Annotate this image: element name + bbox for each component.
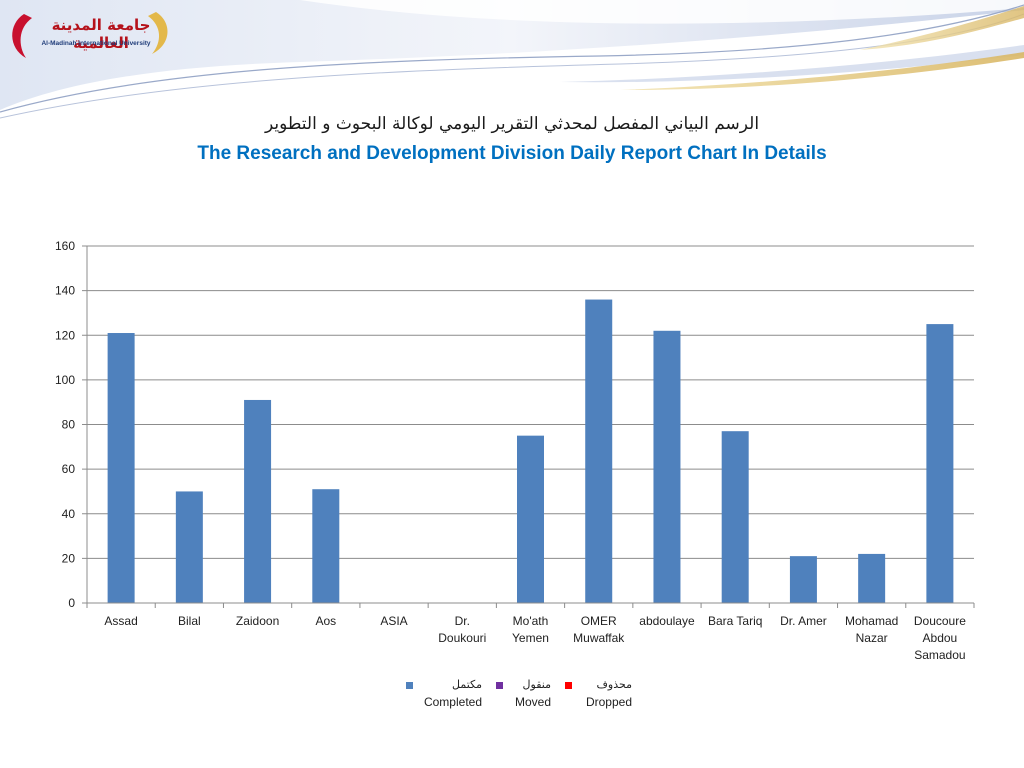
page-title-arabic: الرسم البياني المفصل لمحدثي التقرير اليو…: [264, 114, 760, 134]
bar-completed: [107, 333, 135, 603]
x-tick-label: Bara Tariq: [708, 614, 762, 628]
y-tick-label: 100: [55, 373, 75, 387]
legend-label-ar: محذوف: [596, 678, 632, 691]
logo-swoosh-icon: [12, 12, 168, 58]
chart-bars: [107, 299, 954, 603]
x-tick-label: OMER Muwaffak: [573, 614, 625, 645]
logo-english-text: Al-Madinah International University: [41, 40, 151, 47]
x-tick-label: Dr. Amer: [780, 614, 827, 628]
bar-completed: [175, 491, 203, 603]
logo-arabic-text: جامعة المدينة العالمية: [51, 16, 151, 52]
y-tick-label: 40: [62, 507, 76, 521]
y-tick-label: 140: [55, 284, 75, 298]
x-tick-label: Aos: [315, 614, 336, 628]
x-tick-label: Mohamad Nazar: [845, 614, 898, 645]
y-tick-label: 0: [68, 596, 75, 610]
x-axis-ticks: Assad Bilal Zaidoon Aos ASIA Dr. Doukouri Mo'at…: [86, 603, 975, 662]
x-tick-label: Dr. Doukouri: [438, 614, 486, 645]
legend-swatch-dropped: [565, 682, 572, 689]
x-tick-label: Mo'ath Yemen: [512, 614, 549, 645]
x-tick-label: abdoulaye: [639, 614, 695, 628]
y-tick-label: 20: [62, 551, 76, 565]
page-title: The Research and Development Division Da…: [197, 143, 827, 164]
bar-completed: [653, 330, 681, 603]
y-tick-label: 80: [62, 418, 76, 432]
y-tick-label: 60: [62, 462, 76, 476]
legend-item-moved: منقول Moved: [496, 678, 551, 709]
legend-label: Completed: [423, 695, 482, 709]
x-tick-label: ASIA: [380, 614, 407, 628]
y-axis-ticks: 0 20 40 60 80 100 120 140 160: [55, 239, 87, 610]
bar-completed: [244, 399, 272, 603]
bar-completed: [858, 553, 886, 603]
x-tick-label: Zaidoon: [236, 614, 279, 628]
bar-completed: [789, 556, 817, 603]
y-tick-label: 160: [55, 239, 75, 253]
bar-completed: [312, 489, 340, 603]
chart-axes: [86, 246, 974, 604]
bar-completed: [926, 324, 954, 603]
x-tick-label: Doucoure Abdou Samadou: [914, 614, 966, 662]
header-banner: [0, 0, 1024, 119]
legend-swatch-completed: [406, 682, 413, 689]
legend-swatch-moved: [496, 682, 503, 689]
university-logo: جامعة المدينة العالمية Al-Madinah Intern…: [6, 6, 176, 64]
legend-label-ar: منقول: [522, 678, 551, 691]
x-tick-label: Bilal: [178, 614, 201, 628]
bar-completed: [517, 435, 544, 603]
bar-completed: [585, 299, 613, 603]
legend-label: Dropped: [585, 695, 632, 709]
legend-item-dropped: محذوف Dropped: [565, 678, 632, 709]
legend-label-ar: مكتمل: [452, 678, 482, 691]
chart-legend: مكتمل Completed منقول Moved محذوف Droppe…: [400, 678, 650, 718]
x-tick-label: Assad: [104, 614, 137, 628]
legend-label: Moved: [514, 695, 551, 709]
y-tick-label: 120: [55, 328, 75, 342]
bar-completed: [721, 431, 749, 603]
legend-item-completed: مكتمل Completed: [400, 678, 482, 709]
